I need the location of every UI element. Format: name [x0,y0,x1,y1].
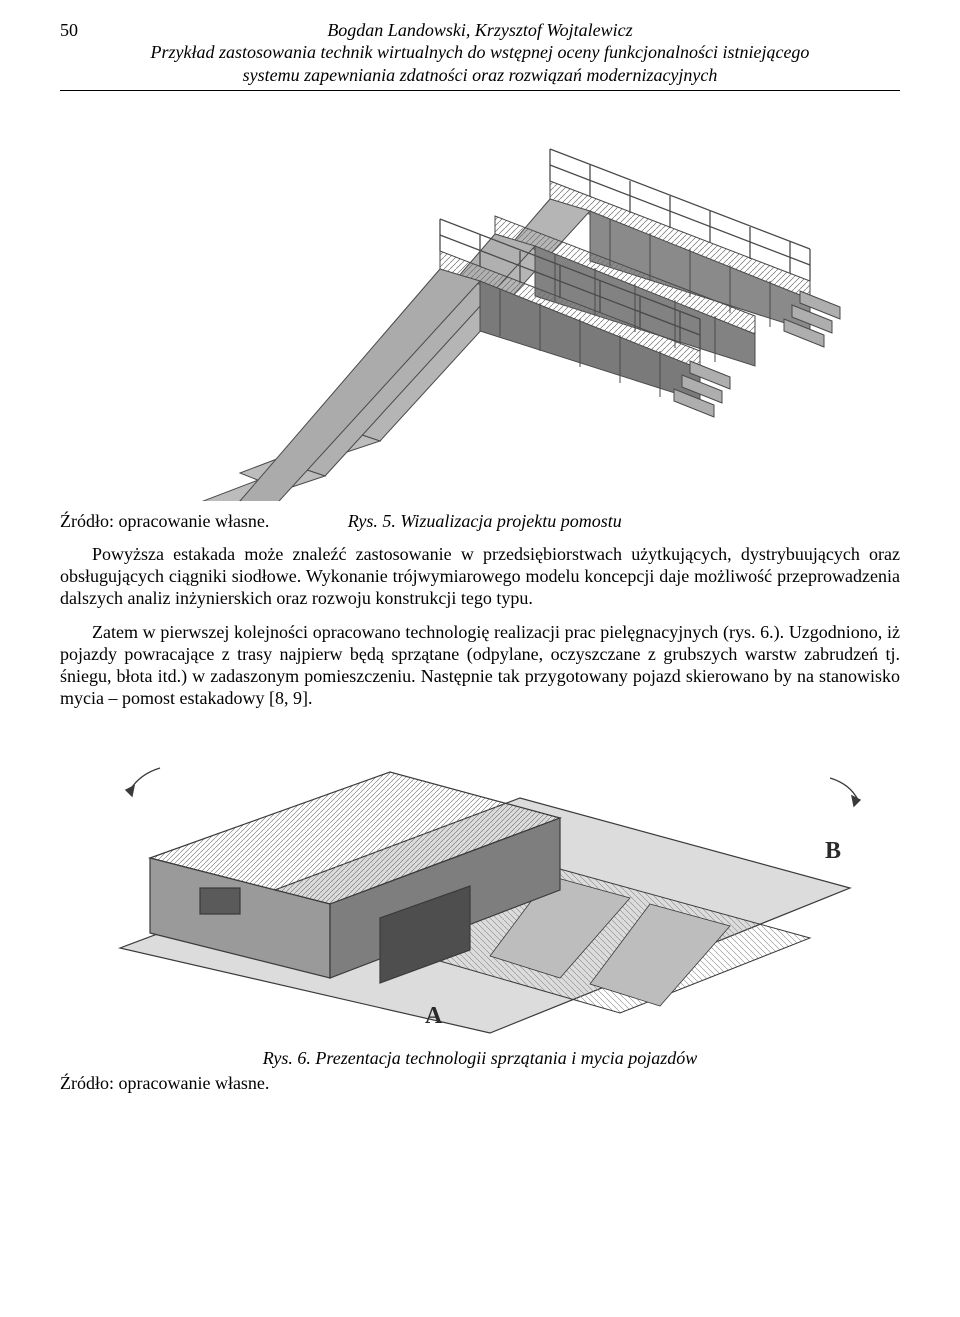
figure1-source: Źródło: opracowanie własne. [60,511,269,532]
paragraph-1: Powyższa estakada może znaleźć zastosowa… [60,544,900,610]
paragraph-2: Zatem w pierwszej kolejności opracowano … [60,622,900,710]
figure2-source: Źródło: opracowanie własne. [60,1073,900,1094]
figure2-label-a: A [425,1003,443,1029]
figure-2: A B [60,728,900,1038]
ramp-visualization-svg [110,121,850,501]
figure-1 [60,121,900,501]
page-header: 50 Bogdan Landowski, Krzysztof Wojtalewi… [60,20,900,91]
title-line-2: systemu zapewniania zdatności oraz rozwi… [60,64,900,87]
building-visualization-svg: A B [90,728,870,1038]
figure1-caption: Rys. 5. Wizualizacja projektu pomostu [269,511,700,532]
figure2-caption: Rys. 6. Prezentacja technologii sprzątan… [60,1048,900,1069]
page-number: 50 [60,20,78,41]
figure2-label-b: B [825,838,841,864]
authors-line: Bogdan Landowski, Krzysztof Wojtalewicz [60,20,900,41]
title-line-1: Przykład zastosowania technik wirtualnyc… [60,41,900,64]
header-rule [60,90,900,91]
